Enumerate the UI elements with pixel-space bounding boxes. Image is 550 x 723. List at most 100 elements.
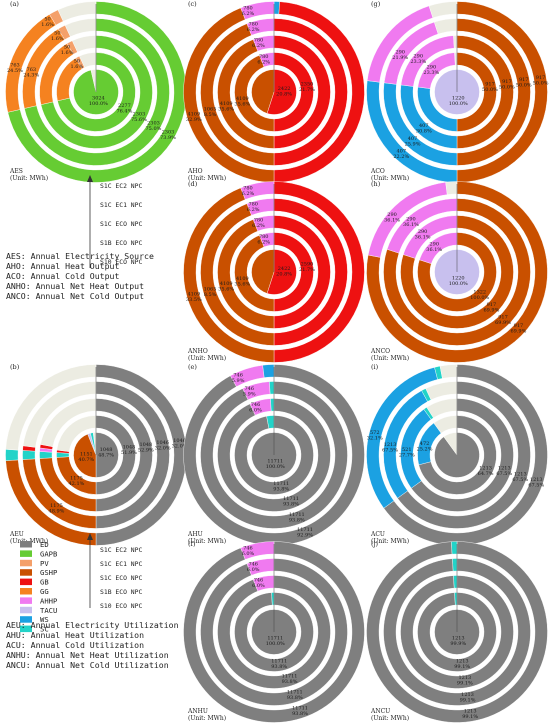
data-label: 4109 xyxy=(236,96,249,102)
data-label: 2422 xyxy=(278,86,291,92)
data-label: 1.6% xyxy=(51,36,64,42)
ring-segment-sc xyxy=(269,381,275,395)
data-label: 20.8% xyxy=(276,271,292,277)
data-label: 92.9% xyxy=(297,532,313,538)
data-label: 290 xyxy=(414,53,424,59)
data-label: 407 xyxy=(419,123,429,129)
data-label: 25.9% xyxy=(405,141,421,147)
data-label: 780 xyxy=(248,202,258,208)
arrow-up-icon xyxy=(87,175,93,182)
ring-segment-sc xyxy=(451,541,458,555)
data-label: 93.8% xyxy=(282,679,298,685)
data-label: 917 xyxy=(485,81,495,87)
panel-unit: (Unit: MWh) xyxy=(188,538,226,545)
data-label: 22.2% xyxy=(393,154,409,160)
data-label: 99.1% xyxy=(462,714,478,720)
data-label: 36.1% xyxy=(403,222,419,228)
data-label: 99.9% xyxy=(450,641,466,647)
data-label: 290 xyxy=(427,64,437,70)
ring-segment-empty xyxy=(445,181,458,195)
data-label: 780 xyxy=(243,5,253,11)
data-label: 11711 xyxy=(297,527,313,533)
data-label: 6.2% xyxy=(247,207,260,213)
abbrev-line: AES: Annual Electricity Source xyxy=(6,251,154,261)
data-label: 1065 xyxy=(204,106,217,112)
data-label: 1213 xyxy=(384,442,397,448)
panel-unit: (Unit: MWh) xyxy=(371,715,409,722)
chart-aco: 1220100.0%91750.0%29023.3%91750.0%40730.… xyxy=(366,0,549,183)
panel-tag: (f) xyxy=(188,540,196,548)
data-label: 1213 xyxy=(479,465,492,471)
data-label: 746 xyxy=(254,578,264,584)
data-label: 11711 xyxy=(283,496,299,502)
data-label: 2590 xyxy=(301,261,314,267)
data-label: 73.9% xyxy=(160,135,176,141)
ring-segment-gshp xyxy=(400,215,514,329)
abbrev-line: ANHO: Annual Net Heat Output xyxy=(6,281,144,291)
panel-name: AHO xyxy=(187,168,203,175)
data-label: 6.0% xyxy=(249,407,262,413)
ring-segment-gb xyxy=(266,249,297,295)
chart-aho: 242220.8%235021.7%410935.6%7806.2%410935… xyxy=(183,0,365,183)
data-label: 50 xyxy=(74,58,80,64)
data-label: 75.6% xyxy=(131,117,147,123)
data-label: 6.2% xyxy=(252,43,265,49)
data-label: 2350 xyxy=(301,81,314,87)
ring-segment-gshp xyxy=(251,69,275,114)
data-label: 407 xyxy=(408,136,418,142)
data-label: 2303 xyxy=(147,120,160,126)
data-label: 1175 xyxy=(50,503,63,509)
data-label: 67.5% xyxy=(512,477,528,483)
abbrev-line: ANCU: Annual Net Cold Utilization xyxy=(6,660,169,670)
data-label: 93.8% xyxy=(289,517,305,523)
data-label: 917 xyxy=(519,77,529,83)
data-label: 33.5% xyxy=(186,297,202,303)
data-label: 6.2% xyxy=(257,239,270,245)
ring-segment-empty xyxy=(57,1,97,22)
data-label: 1048 xyxy=(100,447,113,453)
data-label: 75.0% xyxy=(146,126,162,132)
ring-segment-gshp xyxy=(73,433,97,478)
data-label: 6.0% xyxy=(247,567,260,573)
data-label: 67.5% xyxy=(496,471,512,477)
ring-segment-ed xyxy=(383,558,531,706)
panel-tag: (i) xyxy=(371,363,379,371)
data-label: 5.9% xyxy=(243,391,256,397)
legend-label: ED xyxy=(40,540,49,549)
data-label: 1.6% xyxy=(61,50,74,56)
data-label: 51.9% xyxy=(121,450,137,456)
data-label: 69.9% xyxy=(510,329,526,335)
panel-unit: (Unit: MWh) xyxy=(371,538,409,545)
ring-segment-ed xyxy=(397,381,531,529)
data-label: 36.1% xyxy=(426,247,442,253)
ring-segment-empty xyxy=(425,381,458,401)
ring-segment-ed xyxy=(183,541,365,723)
data-label: 1220 xyxy=(452,276,465,282)
data-label: 50.0% xyxy=(516,83,532,89)
data-label: 48.7% xyxy=(98,453,114,459)
data-label: 20.8% xyxy=(276,91,292,97)
data-label: 290 xyxy=(387,212,397,218)
data-label: 67.5% xyxy=(528,483,544,489)
data-label: 4109 xyxy=(188,292,201,298)
data-label: 290 xyxy=(418,229,428,235)
data-label: 4109 xyxy=(220,281,233,287)
ring-segment-ed xyxy=(366,541,548,723)
case-label: S1B ECO NPC xyxy=(100,239,142,247)
ring-segment-ed xyxy=(95,432,119,478)
ring-segment-gapb xyxy=(57,52,136,132)
data-label: 763 xyxy=(10,63,20,69)
legend-swatch-ws xyxy=(20,616,32,623)
data-label: 93.8% xyxy=(292,711,308,717)
legend-label: TACU xyxy=(40,606,57,615)
data-label: 25.2% xyxy=(417,447,433,453)
panel-name: ANHO xyxy=(187,348,208,355)
data-label: 290 xyxy=(395,49,405,55)
data-label: 50 xyxy=(64,44,70,50)
data-label: 35.6% xyxy=(218,107,234,113)
data-label: 3024 xyxy=(92,95,105,101)
data-label: 780 xyxy=(254,218,264,224)
panel-tag: (g) xyxy=(371,0,381,8)
data-label: 1.6% xyxy=(41,22,54,28)
